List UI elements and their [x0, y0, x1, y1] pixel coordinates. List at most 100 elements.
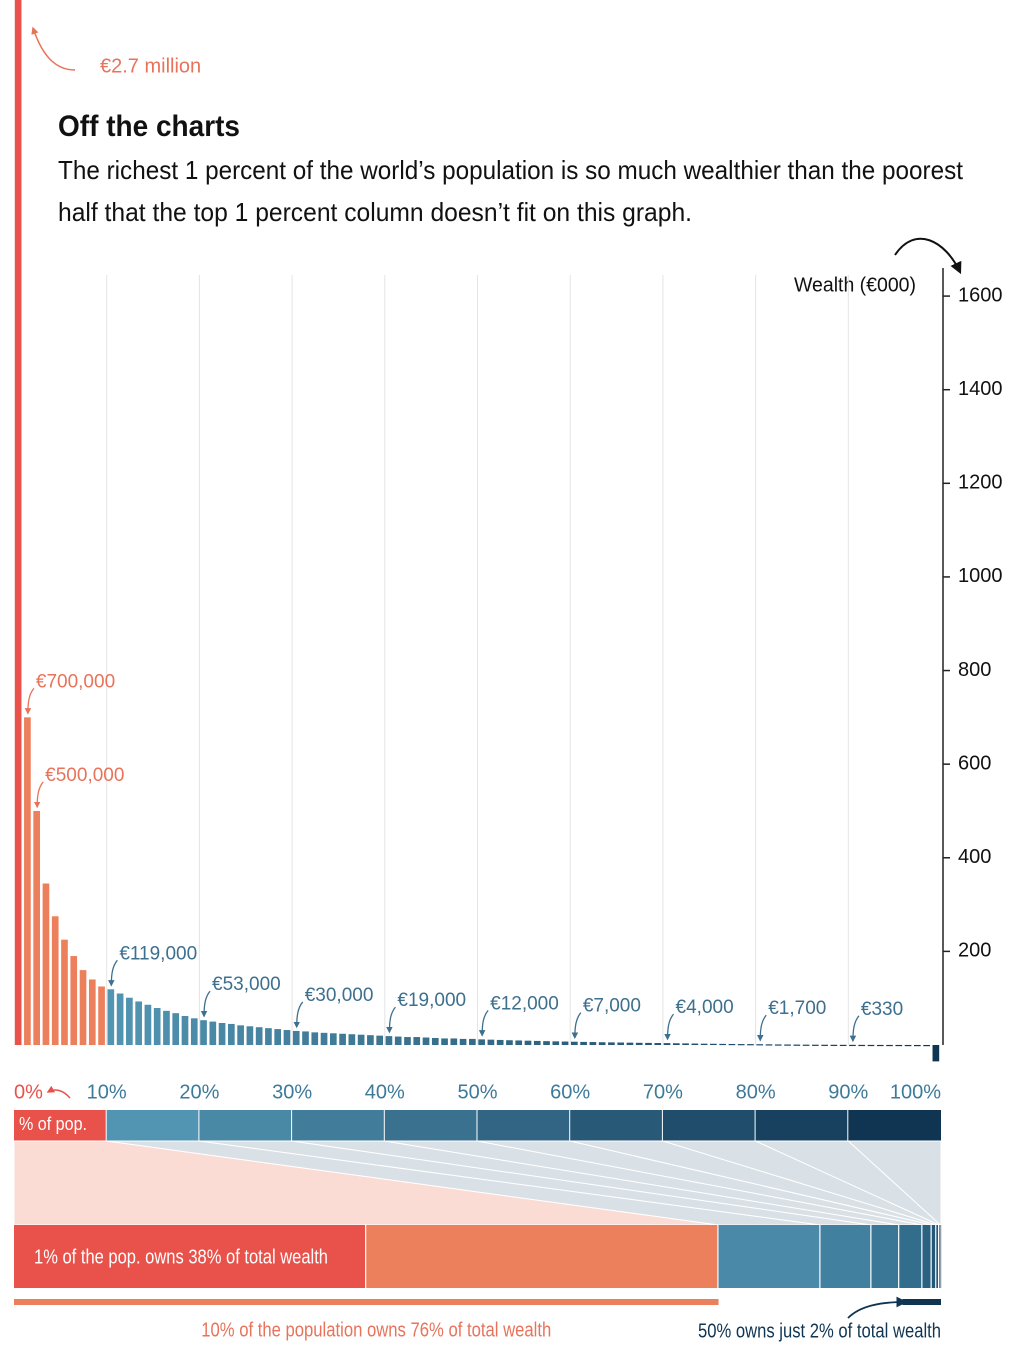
bar: [450, 1038, 458, 1045]
bar: [663, 1043, 671, 1045]
bar: [830, 1044, 838, 1046]
value-label: €500,000: [45, 765, 124, 786]
x-tick-label: 70%: [643, 1081, 683, 1103]
bar: [496, 1039, 504, 1045]
y-tick-label: 1600: [958, 284, 1003, 306]
value-label: €119,000: [119, 943, 197, 964]
bar: [728, 1043, 736, 1046]
bar: [98, 986, 105, 1045]
bar: [200, 1020, 207, 1045]
share-annotation: 50% owns just 2% of total wealth: [698, 1320, 941, 1342]
bar: [153, 1008, 161, 1045]
bar: [339, 1033, 346, 1045]
x-tick-label: 20%: [179, 1081, 219, 1103]
share-segment: [14, 1225, 366, 1288]
bar: [524, 1040, 532, 1045]
bar: [33, 810, 41, 1045]
bar: [70, 956, 78, 1045]
label-arrow: [24, 687, 35, 715]
label-arrow: [571, 1012, 582, 1040]
x-axis-label: % of pop.: [19, 1114, 87, 1134]
tick-arrow: [46, 1085, 71, 1099]
bar: [691, 1043, 699, 1045]
bar: [533, 1040, 541, 1045]
label-arrow: [756, 1014, 767, 1042]
bar: [886, 1044, 893, 1047]
label-arrow: [849, 1015, 860, 1043]
bar: [394, 1036, 402, 1045]
share-arrow: [847, 1296, 908, 1319]
decile-block: [477, 1110, 570, 1141]
bar: [61, 939, 68, 1045]
chart-subtitle: The richest 1 percent of the world’s pop…: [58, 155, 964, 185]
share-segment: [940, 1225, 942, 1288]
bar: [385, 1036, 393, 1045]
share-annotation: 1% of the pop. owns 38% of total wealth: [34, 1246, 328, 1268]
bar: [255, 1027, 263, 1045]
bar: [904, 1044, 912, 1047]
y-axis-label: Wealth (€000): [794, 274, 916, 296]
share-segment: [899, 1225, 922, 1288]
bar: [821, 1044, 828, 1046]
bar: [506, 1040, 513, 1045]
value-label: €1,700: [768, 998, 826, 1019]
y-tick-label: 400: [958, 846, 991, 868]
bar: [88, 979, 96, 1045]
bar: [51, 916, 59, 1045]
axis-arrow: [894, 237, 962, 275]
decile-block: [570, 1110, 662, 1141]
bar: [756, 1044, 764, 1046]
bar: [839, 1044, 847, 1047]
bar: [765, 1044, 773, 1046]
bar: [654, 1043, 662, 1045]
bar: [265, 1028, 272, 1045]
bar: [487, 1039, 495, 1045]
label-arrow: [108, 959, 118, 987]
bar: [283, 1030, 291, 1045]
bar: [589, 1042, 597, 1045]
y-tick-label: 1400: [958, 378, 1003, 400]
label-arrow: [31, 26, 76, 71]
label-arrow: [478, 1009, 489, 1037]
value-label: €4,000: [676, 997, 734, 1018]
y-tick-label: 1000: [958, 565, 1003, 587]
bar: [635, 1042, 643, 1045]
bar: [218, 1023, 226, 1045]
decile-block: [199, 1110, 292, 1141]
chart-title: Off the charts: [58, 110, 240, 143]
x-tick-label: 50%: [457, 1081, 497, 1103]
bar: [135, 1001, 142, 1045]
bar: [645, 1042, 652, 1045]
value-label: €53,000: [212, 974, 281, 995]
share-segment: [936, 1225, 938, 1288]
bar: [895, 1044, 903, 1047]
bar: [404, 1037, 411, 1045]
bar: [357, 1034, 365, 1045]
share-segment: [366, 1225, 718, 1288]
bar: [376, 1035, 383, 1045]
decile-block: [14, 1110, 106, 1141]
decile-block: [384, 1110, 477, 1141]
x-tick-label: 0%: [14, 1081, 43, 1103]
share-segment: [922, 1225, 931, 1288]
bar: [126, 997, 133, 1045]
x-tick-label: 10%: [87, 1081, 127, 1103]
bar: [431, 1037, 439, 1045]
value-label: €2.7 million: [100, 55, 201, 77]
bar: [209, 1021, 217, 1045]
bar: [672, 1043, 680, 1045]
bar: [320, 1032, 328, 1045]
y-tick-label: 200: [958, 940, 991, 962]
x-tick-label: 90%: [828, 1081, 868, 1103]
bar: [737, 1044, 745, 1046]
bar: [849, 1044, 856, 1047]
bar: [172, 1013, 180, 1045]
share-segment: [820, 1225, 871, 1288]
bar: [793, 1044, 801, 1046]
chart-subtitle: half that the top 1 percent column doesn…: [58, 197, 692, 227]
bar: [237, 1025, 244, 1045]
label-arrow: [664, 1013, 675, 1041]
value-label: €12,000: [490, 993, 559, 1014]
